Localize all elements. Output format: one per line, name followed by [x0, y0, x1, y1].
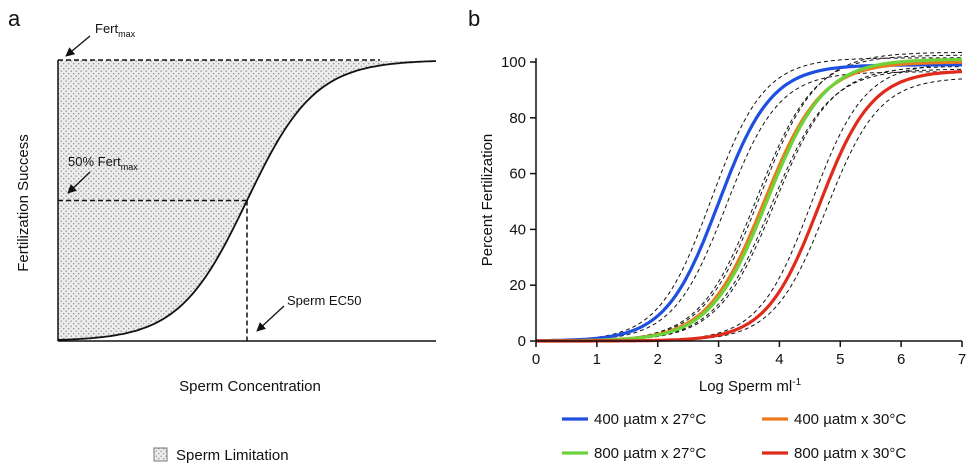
sperm-limitation-legend-label: Sperm Limitation	[176, 447, 289, 464]
panel-b-letter: b	[468, 6, 480, 31]
fertmax-arrow	[65, 35, 91, 57]
confidence-band-3-upper	[536, 66, 962, 342]
legend-label: 400 µatm x 30°C	[794, 411, 906, 428]
series-line-1	[536, 63, 962, 343]
panel-b: b Percent Fertilization 0 20 40 60 80 100 0 1 2…	[468, 6, 966, 462]
half-fertmax-arrow	[67, 171, 91, 194]
series-line-3	[536, 57, 963, 343]
y-tick-label: 80	[509, 110, 526, 127]
legend-label: 800 µatm x 27°C	[594, 445, 706, 462]
series-line-2	[536, 60, 962, 343]
confidence-band-4-lower	[536, 63, 963, 342]
series-line-4	[536, 70, 963, 343]
fertmax-annotation: Fertmax	[95, 21, 136, 39]
x-tick-label: 7	[958, 351, 966, 368]
confidence-bands	[536, 52, 963, 342]
panel-a-letter: a	[8, 6, 21, 31]
y-tick-label: 20	[509, 277, 526, 294]
panel-a-x-axis-label: Sperm Concentration	[179, 378, 321, 395]
x-tick-label: 3	[714, 351, 722, 368]
x-tick-label: 2	[654, 351, 662, 368]
legend-label: 400 µatm x 27°C	[594, 411, 706, 428]
confidence-band-4-upper	[536, 78, 963, 342]
legend: 400 µatm x 27°C 400 µatm x 30°C 800 µatm x…	[562, 411, 906, 462]
x-tick-label: 6	[897, 351, 905, 368]
fertilization-curve	[58, 60, 436, 341]
y-tick-label: 60	[509, 166, 526, 183]
panel-a: a Fertilization Success Fertmax 50% Fert…	[8, 6, 436, 464]
y-tick-label: 0	[518, 333, 526, 350]
legend-label: 800 µatm x 30°C	[794, 445, 906, 462]
confidence-band-2-lower	[536, 54, 963, 342]
sperm-limitation-legend-swatch	[153, 447, 168, 462]
x-tick-label: 1	[593, 351, 601, 368]
confidence-band-1-upper	[536, 71, 962, 342]
x-ticks: 0 1 2 3 4 5 6 7	[532, 341, 966, 368]
x-tick-label: 0	[532, 351, 540, 368]
confidence-band-2-upper	[536, 68, 963, 342]
confidence-band-1-lower	[536, 57, 962, 342]
series-lines	[536, 57, 963, 343]
panel-b-x-axis-label: Log Sperm ml-1	[699, 377, 802, 395]
x-tick-label: 4	[775, 351, 783, 368]
y-tick-label: 40	[509, 221, 526, 238]
y-tick-label: 100	[501, 54, 526, 71]
panel-a-y-axis-label: Fertilization Success	[15, 134, 32, 272]
half-fertmax-annotation: 50% Fertmax	[68, 154, 138, 172]
confidence-band-3-lower	[536, 52, 962, 342]
panel-b-y-axis-label: Percent Fertilization	[479, 134, 496, 267]
ec50-arrow	[256, 305, 285, 332]
y-ticks: 0 20 40 60 80 100	[501, 54, 536, 350]
x-tick-label: 5	[836, 351, 844, 368]
ec50-annotation: Sperm EC50	[287, 293, 361, 308]
